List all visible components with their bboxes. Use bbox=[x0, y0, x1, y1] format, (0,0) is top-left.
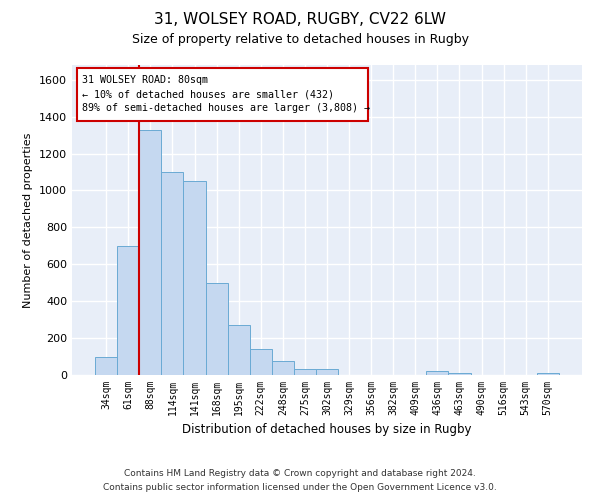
Bar bbox=[537, 373, 559, 375]
Bar bbox=[294, 368, 316, 375]
Bar bbox=[427, 372, 448, 375]
Bar bbox=[184, 181, 206, 375]
Text: Contains HM Land Registry data © Crown copyright and database right 2024.: Contains HM Land Registry data © Crown c… bbox=[124, 468, 476, 477]
Text: 31, WOLSEY ROAD, RUGBY, CV22 6LW: 31, WOLSEY ROAD, RUGBY, CV22 6LW bbox=[154, 12, 446, 28]
Bar bbox=[272, 361, 294, 375]
Text: 31 WOLSEY ROAD: 80sqm
← 10% of detached houses are smaller (432)
89% of semi-det: 31 WOLSEY ROAD: 80sqm ← 10% of detached … bbox=[82, 76, 370, 114]
Text: Size of property relative to detached houses in Rugby: Size of property relative to detached ho… bbox=[131, 32, 469, 46]
Y-axis label: Number of detached properties: Number of detached properties bbox=[23, 132, 34, 308]
FancyBboxPatch shape bbox=[77, 68, 368, 121]
Bar bbox=[227, 325, 250, 375]
Bar bbox=[206, 282, 227, 375]
Bar bbox=[250, 349, 272, 375]
Bar bbox=[448, 373, 470, 375]
Bar bbox=[316, 368, 338, 375]
Bar bbox=[139, 130, 161, 375]
Text: Contains public sector information licensed under the Open Government Licence v3: Contains public sector information licen… bbox=[103, 484, 497, 492]
X-axis label: Distribution of detached houses by size in Rugby: Distribution of detached houses by size … bbox=[182, 424, 472, 436]
Bar bbox=[95, 356, 117, 375]
Bar bbox=[161, 172, 184, 375]
Bar bbox=[117, 246, 139, 375]
